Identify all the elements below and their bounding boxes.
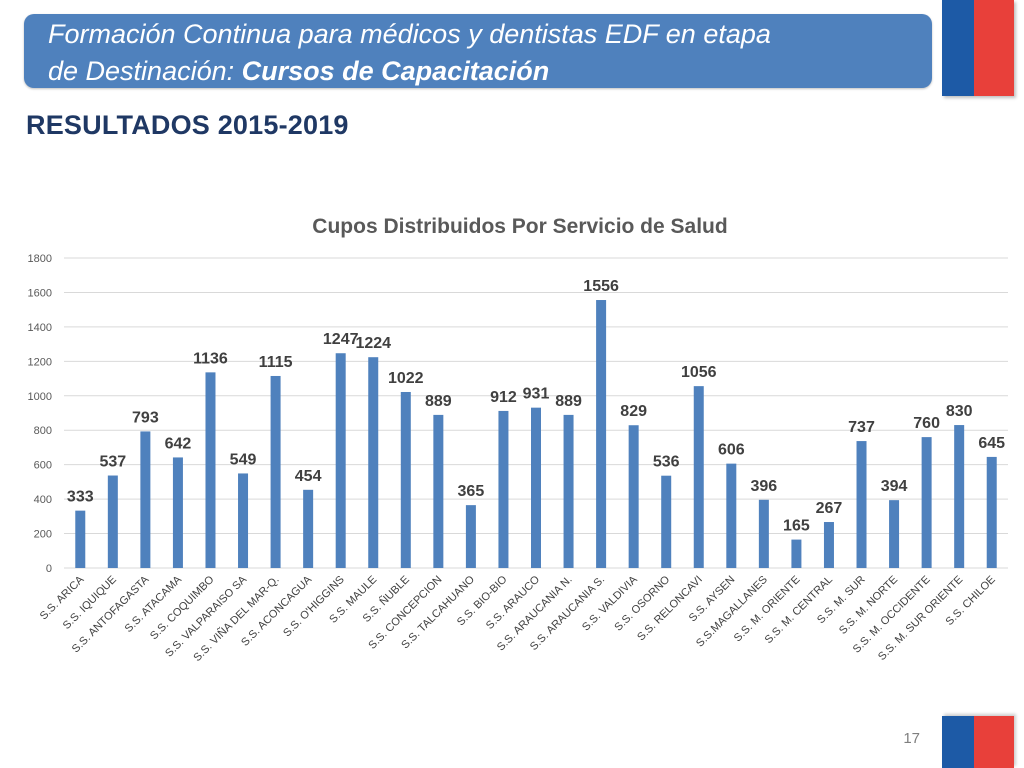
data-label: 536 bbox=[653, 454, 680, 471]
bar bbox=[596, 300, 607, 568]
data-label: 1136 bbox=[193, 350, 228, 367]
data-label: 1056 bbox=[681, 364, 717, 381]
y-tick-label: 0 bbox=[46, 563, 52, 575]
bar bbox=[889, 500, 900, 568]
data-label: 1022 bbox=[388, 370, 424, 387]
flag-blue-stripe-bottom bbox=[942, 716, 974, 768]
bar bbox=[628, 425, 639, 568]
data-label: 829 bbox=[620, 403, 647, 420]
bar bbox=[172, 457, 183, 568]
data-label: 889 bbox=[425, 393, 452, 410]
x-tick-label: S.S. M. NORTE bbox=[837, 574, 900, 637]
bar bbox=[693, 386, 704, 568]
bar bbox=[238, 473, 249, 568]
data-label: 454 bbox=[295, 468, 322, 485]
data-label: 365 bbox=[458, 483, 485, 500]
bar bbox=[791, 539, 802, 568]
bar bbox=[498, 410, 509, 568]
data-label: 549 bbox=[230, 451, 257, 468]
data-label: 394 bbox=[881, 478, 908, 495]
y-tick-label: 1200 bbox=[28, 356, 52, 368]
data-label: 1224 bbox=[355, 335, 391, 352]
bar bbox=[335, 353, 346, 568]
bar bbox=[986, 456, 997, 568]
data-label: 889 bbox=[555, 393, 582, 410]
bar bbox=[433, 414, 444, 568]
slide-title-line2-bold: Cursos de Capacitación bbox=[241, 56, 550, 86]
slide-title-line1: Formación Continua para médicos y dentis… bbox=[48, 19, 771, 49]
bar bbox=[758, 499, 769, 568]
data-label: 760 bbox=[913, 415, 940, 432]
bar bbox=[563, 414, 574, 568]
chart-bars bbox=[75, 300, 997, 568]
data-label: 642 bbox=[165, 435, 192, 452]
flag-logo-top bbox=[942, 0, 1014, 96]
slide-title: Formación Continua para médicos y dentis… bbox=[48, 16, 928, 90]
flag-blue-stripe bbox=[942, 0, 974, 96]
data-label: 333 bbox=[67, 489, 94, 506]
data-label: 165 bbox=[783, 518, 810, 535]
slide-title-line2-prefix: de Destinación: bbox=[48, 56, 242, 86]
y-tick-label: 800 bbox=[34, 425, 52, 437]
section-heading: RESULTADOS 2015-2019 bbox=[26, 110, 349, 140]
chart-title: Cupos Distribuidos Por Servicio de Salud bbox=[312, 215, 727, 238]
bar bbox=[368, 357, 379, 568]
flag-logo-bottom bbox=[942, 716, 1014, 768]
data-label: 1247 bbox=[323, 331, 359, 348]
bar bbox=[270, 375, 281, 568]
data-label: 1115 bbox=[259, 354, 293, 371]
bar bbox=[921, 437, 932, 568]
y-tick-label: 1400 bbox=[28, 322, 52, 334]
y-tick-label: 400 bbox=[34, 494, 52, 506]
data-label: 606 bbox=[718, 442, 745, 459]
bar bbox=[856, 441, 867, 568]
data-label: 537 bbox=[99, 454, 126, 471]
y-tick-label: 1600 bbox=[28, 287, 52, 299]
title-banner: Formación Continua para médicos y dentis… bbox=[24, 14, 932, 88]
flag-red-stripe bbox=[974, 0, 1014, 96]
bar bbox=[303, 489, 314, 568]
data-label: 267 bbox=[816, 500, 843, 517]
bar bbox=[661, 475, 672, 568]
data-label: 1556 bbox=[583, 278, 619, 295]
bar bbox=[531, 407, 541, 568]
bar bbox=[205, 372, 216, 568]
flag-red-stripe-bottom bbox=[974, 716, 1014, 768]
x-tick-label: S.S. ATACAMA bbox=[123, 573, 185, 635]
data-label: 737 bbox=[848, 419, 875, 436]
data-label: 830 bbox=[946, 403, 973, 420]
y-tick-label: 600 bbox=[34, 460, 52, 472]
y-axis-ticks: 0 200 400 600 800 1000 1200 1400 1600 1800 bbox=[28, 253, 52, 575]
y-tick-label: 1800 bbox=[28, 253, 52, 265]
data-label: 912 bbox=[490, 389, 517, 406]
bar bbox=[954, 425, 965, 568]
y-tick-label: 1000 bbox=[28, 391, 52, 403]
bar bbox=[75, 510, 86, 568]
bar bbox=[140, 431, 151, 568]
data-label: 931 bbox=[523, 386, 550, 403]
y-tick-label: 200 bbox=[34, 529, 52, 541]
bar bbox=[823, 522, 834, 568]
bar bbox=[400, 391, 411, 568]
data-labels: 3335377936421136549111545412471224102288… bbox=[67, 278, 1005, 535]
data-label: 396 bbox=[751, 478, 778, 495]
bar bbox=[107, 475, 118, 568]
page-number: 17 bbox=[903, 730, 920, 747]
data-label: 645 bbox=[978, 435, 1005, 452]
bar bbox=[465, 505, 476, 568]
data-label: 793 bbox=[132, 409, 159, 426]
bar bbox=[726, 463, 737, 568]
